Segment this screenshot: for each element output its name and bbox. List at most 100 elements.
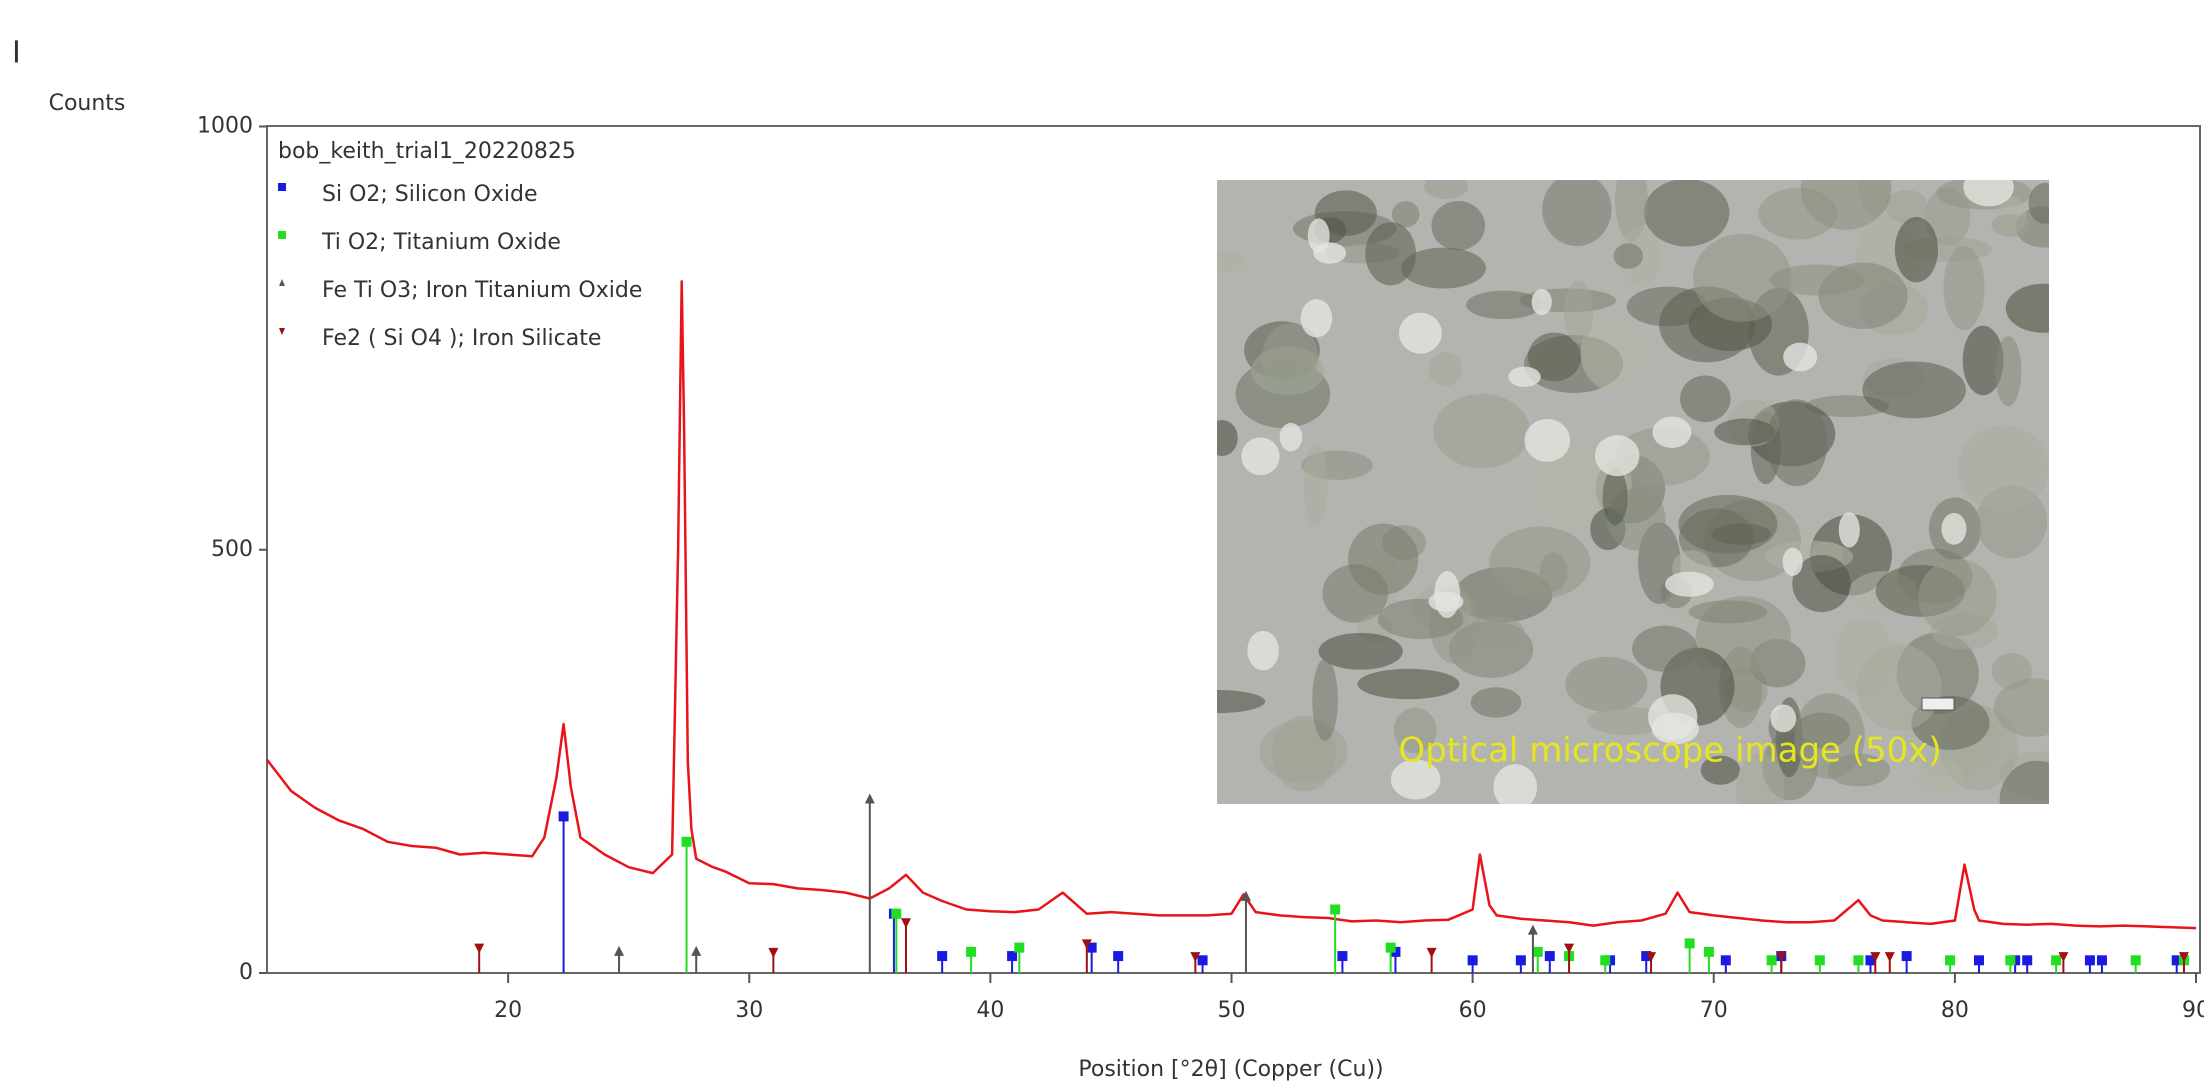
inset-grain <box>1766 399 1827 486</box>
inset-grain <box>1357 669 1459 699</box>
x-tick-label: 20 <box>494 998 522 1023</box>
inset-grain <box>1431 201 1485 250</box>
peak-marker <box>1528 925 1538 935</box>
inset-grain <box>1524 419 1570 462</box>
inset-grain <box>1301 299 1333 337</box>
inset-grain <box>1247 631 1279 671</box>
x-axis-label: Position [°2θ] (Copper (Cu)) <box>1078 1057 1383 1082</box>
peak-marker <box>1685 938 1695 948</box>
inset-grain <box>1348 524 1418 595</box>
peak-marker <box>474 944 484 954</box>
peak-marker <box>1853 955 1863 965</box>
inset-grain <box>1783 343 1817 372</box>
panel-label: I <box>12 36 21 71</box>
chart: I Counts Position [°2θ] (Copper (Cu)) Op… <box>0 0 2204 1086</box>
inset-grain <box>1565 657 1647 712</box>
inset-grain <box>1433 394 1530 468</box>
peak-marker <box>1113 951 1123 961</box>
inset-grain <box>1714 418 1775 445</box>
x-tick-label: 90 <box>2182 998 2204 1023</box>
inset-grain <box>1399 313 1442 354</box>
peak-marker <box>1885 952 1895 962</box>
legend-label: Ti O2; Titanium Oxide <box>321 230 561 255</box>
inset-grain <box>1603 468 1628 525</box>
legend-marker <box>278 183 286 191</box>
inset-grain <box>1918 559 1997 636</box>
peak-marker <box>2085 955 2095 965</box>
peak-marker <box>1337 951 1347 961</box>
peak-marker <box>1386 943 1396 953</box>
peak-marker <box>614 946 624 956</box>
inset-grain <box>1434 571 1460 618</box>
inset-grain <box>1665 572 1714 597</box>
inset-grain <box>1991 214 2029 237</box>
legend-title: bob_keith_trial1_20220825 <box>278 139 576 164</box>
inset-grain <box>1839 512 1860 547</box>
peak-marker <box>2097 955 2107 965</box>
inset-grain <box>1958 425 2049 512</box>
peak-marker <box>937 951 947 961</box>
peak-marker <box>2051 955 2061 965</box>
inset-grain <box>1313 242 1346 263</box>
peak-marker <box>1767 955 1777 965</box>
peak-marker <box>559 811 569 821</box>
inset-grain <box>1632 626 1697 672</box>
peak-marker <box>1600 955 1610 965</box>
inset-grain <box>1614 243 1643 268</box>
inset-grain <box>1428 352 1462 386</box>
peak-marker <box>891 909 901 919</box>
inset-grain <box>1190 252 1246 273</box>
inset-caption: Optical microscope image (50x) <box>1398 731 1941 771</box>
inset-grain <box>1539 552 1567 591</box>
x-tick-label: 70 <box>1700 998 1728 1023</box>
y-tick-label: 500 <box>211 537 253 562</box>
inset-grain <box>1644 179 1730 247</box>
peak-marker <box>768 948 778 958</box>
scale-bar <box>1922 698 1954 710</box>
inset-grain <box>2000 761 2075 840</box>
inset-grain <box>1172 690 1266 713</box>
inset-grain <box>1493 764 1537 810</box>
peak-marker <box>2131 955 2141 965</box>
inset-grain <box>1508 367 1540 387</box>
peak-marker <box>1468 955 1478 965</box>
inset-grain <box>2006 284 2081 333</box>
inset-grain <box>1963 168 2013 207</box>
peak-marker <box>1014 943 1024 953</box>
x-tick-label: 60 <box>1459 998 1487 1023</box>
legend-marker <box>279 279 285 286</box>
inset-grain <box>1401 248 1486 289</box>
inset-grain <box>1466 291 1541 320</box>
page: I Counts Position [°2θ] (Copper (Cu)) Op… <box>0 0 2204 1086</box>
inset-grain <box>1895 217 1938 282</box>
inset-grain <box>1680 375 1730 422</box>
inset-grain <box>1783 548 1803 576</box>
peak-marker <box>2005 955 2015 965</box>
x-tick-label: 50 <box>1218 998 1246 1023</box>
legend-marker <box>279 328 285 335</box>
inset-grain <box>1241 437 1279 475</box>
legend-marker <box>278 231 286 239</box>
peak-marker <box>1516 955 1526 965</box>
inset-grain <box>1941 513 1966 545</box>
inset-grain <box>1471 687 1522 717</box>
y-axis-label: Counts <box>49 91 126 116</box>
peak-marker <box>682 837 692 847</box>
inset-grain <box>1770 265 1865 296</box>
inset-grain <box>1944 246 1985 330</box>
inset-grain <box>1564 280 1593 343</box>
inset-grain <box>1689 600 1768 623</box>
peak-marker <box>1198 955 1208 965</box>
peak-marker <box>1945 955 1955 965</box>
legend-label: Si O2; Silicon Oxide <box>322 182 538 207</box>
x-tick-label: 30 <box>735 998 763 1023</box>
inset-grain <box>1995 336 2021 406</box>
inset-grain <box>1424 174 1468 199</box>
peak-marker <box>1533 947 1543 957</box>
inset-grain <box>1303 444 1327 526</box>
inset-grain <box>1532 289 1552 315</box>
peak-marker <box>1902 951 1912 961</box>
inset-grain <box>1595 435 1640 476</box>
x-tick-label: 80 <box>1941 998 1969 1023</box>
peak-marker <box>901 918 911 928</box>
